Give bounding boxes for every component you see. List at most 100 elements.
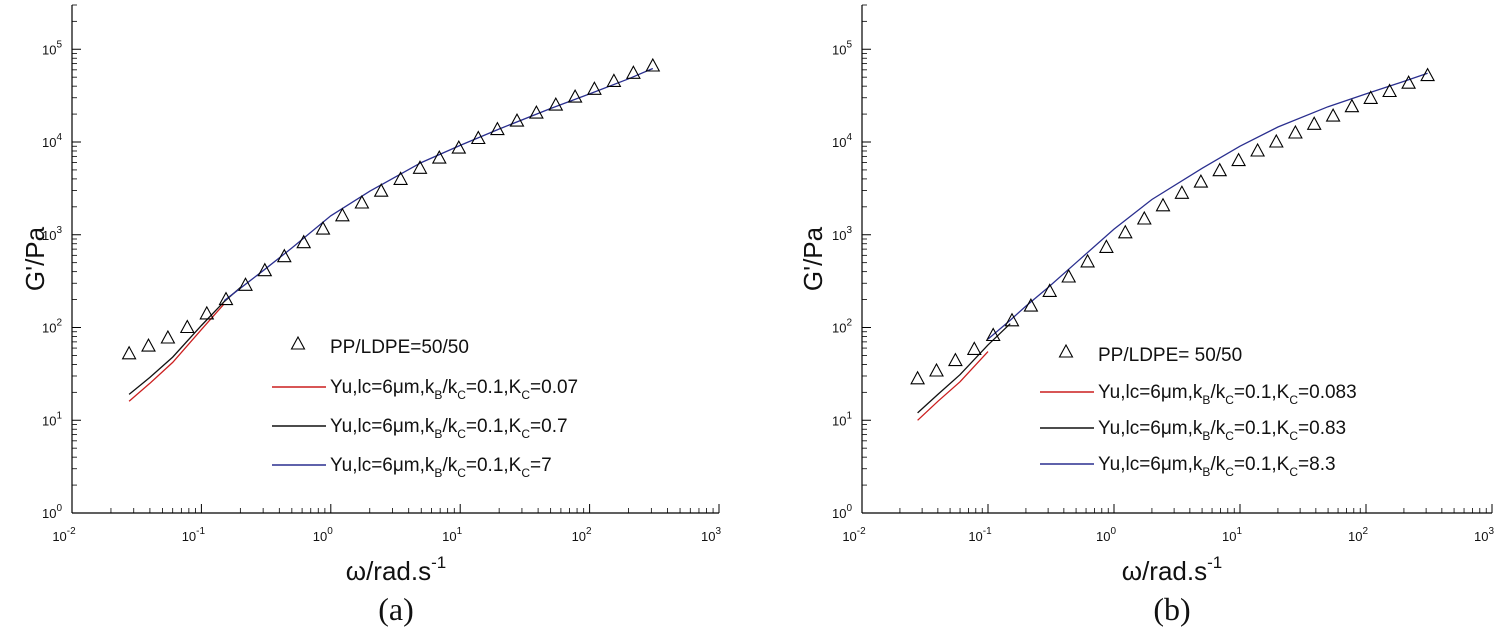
x-tick-label: 10-2 (52, 526, 76, 544)
data-point (625, 65, 641, 79)
data-point (966, 341, 982, 355)
data-point (489, 121, 505, 136)
data-point (509, 112, 525, 127)
legend-label: Yu,lc=6μm,kB/kC=0.1,KC=7 (330, 455, 552, 480)
data-point (947, 352, 963, 367)
y-axis-title: G'/Pa (20, 226, 50, 291)
data-point (1306, 116, 1322, 130)
data-point (373, 183, 389, 197)
x-tick-label: 10-2 (842, 526, 866, 544)
panel-label: (b) (1153, 591, 1190, 627)
y-tick-label: 103 (832, 225, 852, 243)
x-tick-label: 100 (1096, 526, 1116, 544)
data-point (1080, 253, 1096, 268)
data-point (1212, 162, 1228, 177)
y-tick-label: 105 (42, 39, 62, 57)
data-point (354, 194, 370, 209)
series-line (917, 351, 989, 421)
data-point (548, 96, 564, 111)
legend-item: Yu,lc=6μm,kB/kC=0.1,KC=0.07 (272, 377, 578, 402)
data-point (1174, 185, 1190, 199)
legend-item: PP/LDPE=50/50 (290, 335, 469, 358)
x-tick-label: 100 (313, 526, 333, 544)
data-point (199, 305, 215, 320)
data-point (121, 345, 137, 360)
x-tick-label: 10-1 (182, 526, 206, 544)
data-point (1098, 239, 1114, 253)
data-point (1193, 173, 1209, 188)
series-line (223, 67, 654, 302)
legend-label: Yu,lc=6μm,kB/kC=0.1,KC=0.07 (330, 377, 578, 402)
legend-item: Yu,lc=6μm,kB/kC=0.1,KC=0.83 (1040, 418, 1346, 443)
data-point (929, 362, 944, 377)
data-point (1268, 133, 1284, 148)
legend-label: PP/LDPE=50/50 (330, 337, 469, 358)
chart-panel-a: 10-2 10-1 100 101 102 103 100 101 102 103 104 105 ω/… (20, 4, 721, 627)
y-tick-label: 105 (832, 39, 852, 57)
data-point (1117, 224, 1133, 239)
chart-panel-b: 10-2 10-1 100 101 102 103 100 101 102 103 104 105 ω/… (798, 4, 1494, 627)
data-point (141, 337, 156, 352)
data-point (218, 291, 234, 306)
data-point (179, 319, 195, 334)
data-point (1401, 75, 1417, 89)
data-point (1155, 197, 1171, 212)
x-tick-label: 103 (701, 526, 721, 544)
x-axis-title: ω/rad.s-1 (346, 553, 446, 586)
y-tick-label: 101 (832, 410, 852, 428)
data-point (586, 81, 602, 95)
y-tick-label: 102 (832, 318, 852, 336)
data-point (451, 139, 467, 154)
legend-label: PP/LDPE= 50/50 (1098, 345, 1242, 366)
series-line (987, 72, 1428, 340)
legend-item: Yu,lc=6μm,kB/kC=0.1,KC=0.7 (272, 416, 568, 441)
x-tick-label: 102 (1348, 526, 1368, 544)
data-point (910, 370, 926, 385)
data-point (296, 234, 312, 249)
series-line (917, 323, 1011, 414)
data-point (1004, 312, 1020, 327)
legend-item: Yu,lc=6μm,kB/kC=0.1,KC=8.3 (1040, 454, 1336, 479)
x-tick-label: 103 (1474, 526, 1494, 544)
data-point (1325, 107, 1341, 122)
data-point (334, 207, 350, 222)
x-tick-label: 102 (572, 526, 592, 544)
data-point (1061, 268, 1077, 283)
y-tick-label: 103 (42, 225, 62, 243)
legend-label: Yu,lc=6μm,kB/kC=0.1,KC=0.7 (330, 416, 568, 441)
data-point (528, 104, 544, 119)
data-point (645, 57, 661, 72)
legend-marker (290, 335, 306, 350)
data-point (1042, 283, 1058, 297)
data-point (238, 277, 253, 291)
data-point (1344, 98, 1360, 113)
data-point (315, 220, 331, 235)
data-point (985, 327, 1001, 342)
legend-item: PP/LDPE= 50/50 (1058, 343, 1242, 366)
data-point (1363, 90, 1379, 104)
data-point (606, 73, 622, 87)
y-tick-label: 104 (832, 132, 852, 150)
legend-item: Yu,lc=6μm,kB/kC=0.1,KC=0.083 (1040, 382, 1357, 407)
legend: PP/LDPE= 50/50 Yu,lc=6μm,kB/kC=0.1,KC=0.0… (1040, 343, 1357, 479)
data-point (567, 88, 583, 103)
data-point (160, 329, 176, 344)
y-axis-title: G'/Pa (798, 226, 828, 291)
x-axis-title: ω/rad.s-1 (1122, 553, 1222, 586)
data-point (257, 262, 273, 277)
data-point (1231, 152, 1247, 167)
data-point (412, 160, 428, 174)
data-point (1287, 124, 1303, 139)
y-tick-label: 102 (42, 318, 62, 336)
y-tick-label: 100 (832, 503, 852, 521)
legend-marker (1058, 343, 1074, 358)
x-tick-label: 101 (1222, 526, 1242, 544)
legend-label: Yu,lc=6μm,kB/kC=0.1,KC=0.83 (1098, 418, 1346, 443)
panel-label: (a) (378, 591, 414, 627)
data-point (393, 171, 409, 185)
data-point (1382, 83, 1398, 98)
data-point (1023, 297, 1039, 312)
series-line (128, 303, 225, 402)
data-point (1136, 210, 1152, 225)
